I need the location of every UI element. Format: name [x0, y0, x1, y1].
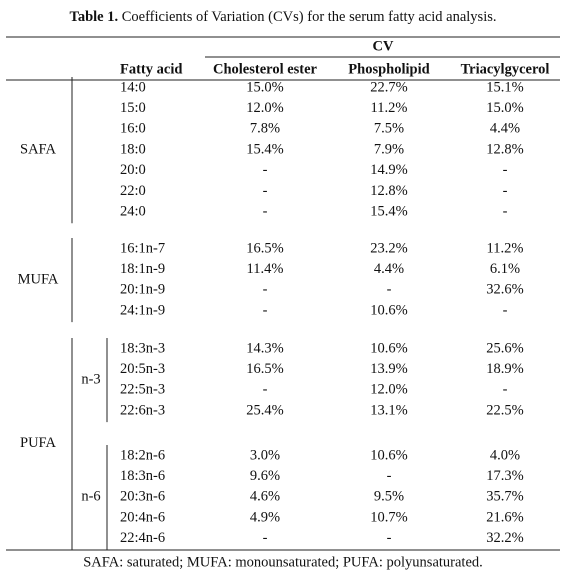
fatty-acid: 16:1n-7 — [120, 240, 165, 256]
cv-value: 16.5% — [246, 240, 283, 256]
cv-value: 9.5% — [374, 489, 404, 505]
cv-value: 23.2% — [370, 240, 407, 256]
group-label: SAFA — [20, 141, 57, 157]
cv-value: 25.4% — [246, 402, 283, 418]
fatty-acid: 20:5n-3 — [120, 361, 165, 377]
caption-text: Coefficients of Variation (CVs) for the … — [122, 9, 497, 25]
cv-value: 4.0% — [490, 447, 520, 463]
cv-value: - — [263, 183, 268, 199]
footnote: SAFA: saturated; MUFA: monounsaturated; … — [83, 554, 483, 570]
cv-value: - — [503, 162, 508, 178]
cv-value: 10.6% — [370, 447, 407, 463]
fatty-acid: 22:6n-3 — [120, 402, 165, 418]
cv-value: - — [387, 468, 392, 484]
cv-value: - — [263, 302, 268, 318]
fatty-acid: 20:4n-6 — [120, 509, 165, 525]
column-header: Cholesterol ester — [213, 61, 318, 77]
cv-value: 12.0% — [370, 382, 407, 398]
cv-value: 10.7% — [370, 509, 407, 525]
fatty-acid: 24:1n-9 — [120, 302, 165, 318]
cv-value: 21.6% — [486, 509, 523, 525]
cv-value: 12.0% — [246, 100, 283, 116]
cv-value: - — [263, 204, 268, 220]
cv-value: 15.0% — [486, 100, 523, 116]
cv-value: 6.1% — [490, 261, 520, 277]
cv-value: - — [503, 382, 508, 398]
fatty-acid: 22:4n-6 — [120, 530, 165, 546]
cv-header: CV — [373, 38, 394, 54]
cv-value: - — [263, 530, 268, 546]
fatty-acid: 18:3n-6 — [120, 468, 165, 484]
cv-value: 17.3% — [486, 468, 523, 484]
cv-value: 7.9% — [374, 141, 404, 157]
cv-value: 3.0% — [250, 447, 280, 463]
cv-value: 14.9% — [370, 162, 407, 178]
fatty-acid: 18:2n-6 — [120, 447, 165, 463]
fatty-acid: 18:0 — [120, 141, 146, 157]
caption-label: Table 1. — [69, 9, 118, 25]
cv-value: 18.9% — [486, 361, 523, 377]
cv-value: 22.5% — [486, 402, 523, 418]
cv-value: 4.9% — [250, 509, 280, 525]
cv-value: - — [263, 382, 268, 398]
cv-value: 15.0% — [246, 79, 283, 95]
fatty-acid: 22:0 — [120, 183, 146, 199]
cv-value: 32.6% — [486, 282, 523, 298]
group-label: MUFA — [18, 271, 59, 287]
cv-value: - — [263, 282, 268, 298]
cv-value: 4.4% — [374, 261, 404, 277]
cv-value: 7.5% — [374, 121, 404, 137]
cv-value: 12.8% — [486, 141, 523, 157]
fatty-acid: 20:1n-9 — [120, 282, 165, 298]
cv-value: - — [503, 204, 508, 220]
cv-value: 4.4% — [490, 121, 520, 137]
cv-value: 10.6% — [370, 302, 407, 318]
column-header: Phospholipid — [348, 61, 429, 77]
cv-value: - — [387, 282, 392, 298]
cv-value: 11.2% — [371, 100, 408, 116]
fatty-acid: 16:0 — [120, 121, 146, 137]
cv-value: 13.9% — [370, 361, 407, 377]
cv-value: 15.1% — [486, 79, 523, 95]
cv-value: 9.6% — [250, 468, 280, 484]
cv-value: 7.8% — [250, 121, 280, 137]
fatty-acid: 20:0 — [120, 162, 146, 178]
fatty-acid: 14:0 — [120, 79, 146, 95]
cv-value: 11.2% — [487, 240, 524, 256]
cv-value: 4.6% — [250, 489, 280, 505]
cv-value: 35.7% — [486, 489, 523, 505]
fatty-acid: 18:3n-3 — [120, 340, 165, 356]
cv-value: 15.4% — [246, 141, 283, 157]
cv-value: 13.1% — [370, 402, 407, 418]
table-caption: Table 1. Coefficients of Variation (CVs)… — [69, 9, 496, 25]
column-header: Fatty acid — [120, 61, 182, 77]
cv-value: 12.8% — [370, 183, 407, 199]
cv-value: 25.6% — [486, 340, 523, 356]
fatty-acid: 18:1n-9 — [120, 261, 165, 277]
fatty-acid: 15:0 — [120, 100, 146, 116]
cv-value: 11.4% — [247, 261, 284, 277]
cv-value: 15.4% — [370, 204, 407, 220]
fatty-acid: 24:0 — [120, 204, 146, 220]
subgroup-label: n-3 — [81, 371, 100, 387]
cv-value: 32.2% — [486, 530, 523, 546]
cv-value: - — [503, 183, 508, 199]
cv-value: - — [503, 302, 508, 318]
fatty-acid: 22:5n-3 — [120, 382, 165, 398]
cv-value: - — [263, 162, 268, 178]
cv-value: 14.3% — [246, 340, 283, 356]
cv-value: 10.6% — [370, 340, 407, 356]
group-label: PUFA — [20, 435, 57, 451]
subgroup-label: n-6 — [81, 489, 100, 505]
cv-value: 16.5% — [246, 361, 283, 377]
cv-value: 22.7% — [370, 79, 407, 95]
cv-value: - — [387, 530, 392, 546]
column-header: Triacylgycerol — [461, 61, 550, 77]
fatty-acid: 20:3n-6 — [120, 489, 165, 505]
